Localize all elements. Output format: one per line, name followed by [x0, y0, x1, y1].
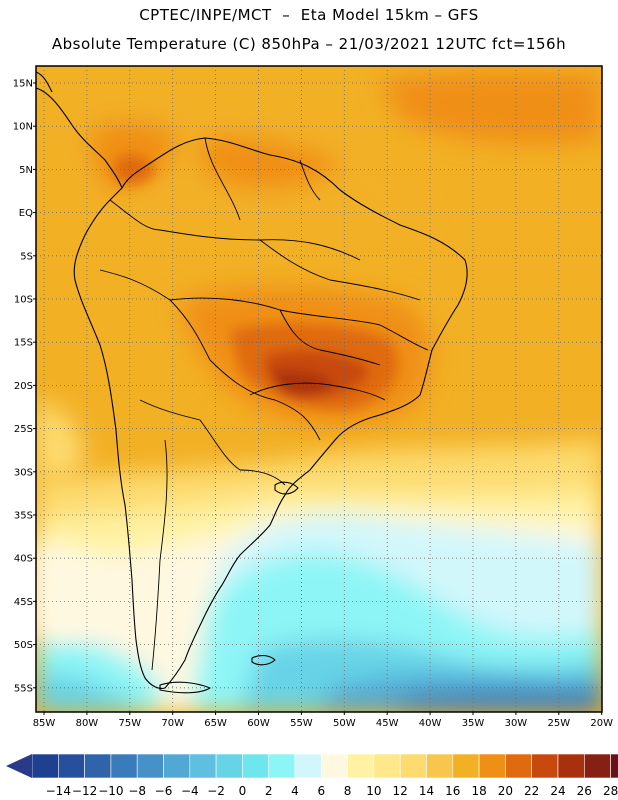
- country-borders: [99, 137, 429, 671]
- colorbar-swatch: [505, 753, 532, 779]
- lat-label: 35S: [14, 511, 33, 522]
- colorbar-tick-label: −6: [155, 784, 173, 798]
- colorbar-swatch: [399, 753, 427, 779]
- colorbar-tick-label: −10: [98, 784, 123, 798]
- temperature-field: [36, 66, 602, 712]
- lat-label: 10S: [14, 295, 33, 306]
- colorbar-tick-label: 14: [419, 784, 434, 798]
- latitude-labels: 15N 10N 5N EQ 5S 10S 15S 20S 25S 30S 35S 40S 45S 50S 5…: [13, 79, 33, 695]
- colorbar-tick-label: 8: [344, 784, 352, 798]
- lat-label: 25S: [14, 424, 33, 435]
- lat-label: 40S: [14, 554, 33, 565]
- lon-label: 55W: [290, 718, 313, 729]
- colorbar-swatch: [478, 753, 506, 779]
- colorbar-swatch: [557, 753, 585, 779]
- colorbar-tick-label: −8: [128, 784, 146, 798]
- colorbar-tick-label: 0: [239, 784, 247, 798]
- colorbar-swatch: [268, 753, 296, 779]
- lon-label: 60W: [247, 718, 270, 729]
- colorbar-swatch: [31, 753, 59, 779]
- colorbar-swatch: [84, 753, 112, 779]
- colorbar-tick-label: −14: [46, 784, 71, 798]
- colorbar-tick-label: −2: [207, 784, 225, 798]
- colorbar-swatch: [452, 753, 480, 779]
- lon-label: 75W: [118, 718, 141, 729]
- colorbar-swatch: [320, 753, 348, 779]
- lon-label: 45W: [376, 718, 399, 729]
- lon-label: 20W: [590, 718, 613, 729]
- colorbar-swatch: [215, 753, 243, 779]
- colorbar-swatch: [136, 753, 164, 779]
- lon-label: 70W: [161, 718, 184, 729]
- lat-label: 5S: [20, 251, 33, 262]
- colorbar-tick-label: 22: [524, 784, 539, 798]
- colorbar-swatch: [57, 753, 85, 779]
- colorbar-tick-label: 6: [317, 784, 325, 798]
- coastline: [36, 71, 468, 694]
- map-frame: [35, 65, 603, 713]
- lat-label: 50S: [14, 640, 33, 651]
- lon-label: 35W: [462, 718, 485, 729]
- lon-label: 65W: [204, 718, 227, 729]
- colorbar-swatch: [347, 753, 375, 779]
- colorbar-tick-label: −12: [72, 784, 97, 798]
- colorbar-swatch: [294, 753, 322, 779]
- colorbar-swatch: [610, 753, 618, 779]
- lon-label: 40W: [419, 718, 442, 729]
- colorbar-tick-label: 16: [445, 784, 460, 798]
- colorbar-left-arrow: [6, 754, 32, 778]
- title-line-2: Absolute Temperature (C) 850hPa – 21/03/…: [51, 35, 567, 53]
- lon-label: 85W: [33, 718, 56, 729]
- lat-label: 45S: [14, 597, 33, 608]
- colorbar-swatch: [163, 753, 191, 779]
- colorbar-tick-label: 10: [366, 784, 381, 798]
- lat-label: 10N: [13, 122, 33, 133]
- longitude-labels: 85W 80W 75W 70W 65W 60W 55W 50W 45W 40W 35W 30W 25W 2…: [33, 718, 613, 729]
- colorbar-swatch: [242, 753, 269, 779]
- colorbar-tick-label: 12: [393, 784, 408, 798]
- lat-label: 30S: [14, 467, 33, 478]
- lon-label: 80W: [76, 718, 99, 729]
- lon-label: 30W: [505, 718, 528, 729]
- lat-label: 55S: [14, 683, 33, 694]
- colorbar-swatch: [110, 753, 138, 779]
- lat-label: 15S: [14, 338, 33, 349]
- colorbar-tick-label: 20: [498, 784, 513, 798]
- colorbar-tick-label: 2: [265, 784, 273, 798]
- colorbar-swatch: [583, 753, 611, 779]
- colorbar-tick-label: 4: [291, 784, 299, 798]
- colorbar-tick-label: 28: [603, 784, 618, 798]
- colorbar-tick-label: 26: [577, 784, 592, 798]
- colorbar-tick-label: −4: [181, 784, 199, 798]
- title-line-1: CPTEC/INPE/MCT – Eta Model 15km – GFS: [139, 6, 479, 24]
- colorbar-swatch: [189, 753, 217, 779]
- lat-label: 20S: [14, 381, 33, 392]
- colorbar-swatch: [373, 753, 401, 779]
- lat-label: 5N: [19, 165, 33, 176]
- colorbar-tick-label: 24: [550, 784, 565, 798]
- colorbar-swatch: [426, 753, 454, 779]
- colorbar-swatch: [531, 753, 559, 779]
- lon-label: 25W: [547, 718, 570, 729]
- lat-label: 15N: [13, 79, 33, 90]
- lon-label: 50W: [333, 718, 356, 729]
- lat-label: EQ: [19, 208, 33, 219]
- colorbar-tick-label: 18: [471, 784, 486, 798]
